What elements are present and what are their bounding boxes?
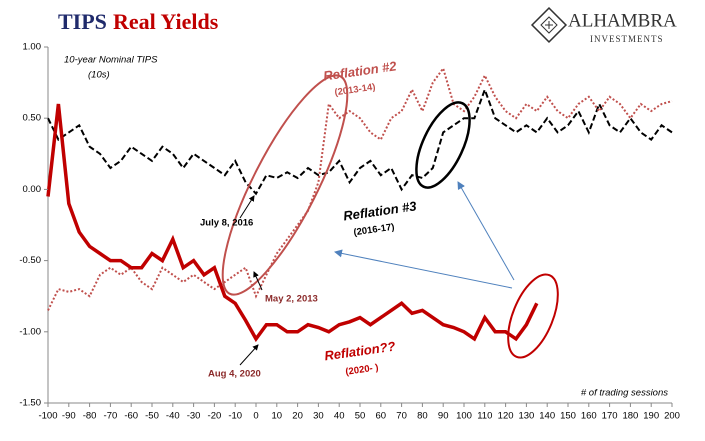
y-tick-label: 0.50 (23, 113, 42, 124)
annotation: Aug 4, 2020 (208, 369, 261, 380)
series-line (47, 66, 673, 311)
series-line (47, 86, 673, 196)
x-tick-label: 160 (581, 411, 597, 422)
x-tick-label: 80 (417, 411, 428, 422)
x-tick-label: -20 (208, 411, 222, 422)
annotation-name: Reflation #3 (342, 198, 418, 223)
annotation: 10-year Nominal TIPS (64, 55, 158, 66)
x-tick-label: 110 (477, 411, 492, 422)
x-tick-label: -60 (124, 411, 138, 422)
x-tick-label: 30 (313, 411, 324, 422)
x-tick-label: 180 (622, 411, 638, 422)
annotation-period: (2016-17) (353, 222, 395, 239)
x-tick-label: -10 (228, 411, 242, 422)
y-tick-label: 0.00 (23, 184, 42, 195)
logo-mark (540, 16, 558, 34)
annotation-name: Reflation #2 (322, 58, 398, 83)
arrow (334, 249, 513, 289)
logo-name: ALHAMBRA (568, 10, 677, 31)
x-tick-label: -70 (104, 411, 118, 422)
x-tick-label: -100 (38, 411, 57, 422)
title-tips: TIPS (58, 9, 107, 34)
arrow (239, 195, 255, 219)
x-tick-label: 190 (643, 411, 659, 422)
x-axis-label: # of trading sessions (581, 388, 668, 399)
x-tick-label: -40 (166, 411, 180, 422)
annotation-period: (2020- ) (345, 362, 379, 378)
series-line (46, 103, 539, 343)
arrow (253, 271, 263, 291)
x-tick-label: 10 (272, 411, 283, 422)
ellipse-2016 (415, 101, 471, 189)
logo: ALHAMBRA INVESTMENTS (530, 6, 677, 44)
x-tick-label: 0 (253, 411, 258, 422)
logo-sub: INVESTMENTS (590, 34, 664, 44)
x-tick-label: 90 (438, 411, 449, 422)
y-tick-label: -1.00 (19, 326, 41, 337)
x-tick-label: -80 (83, 411, 97, 422)
annotation: May 2, 2013 (265, 294, 318, 305)
x-tick-label: 70 (396, 411, 407, 422)
y-tick-label: 1.00 (23, 42, 42, 53)
annotation: (10s) (88, 70, 110, 81)
x-tick-label: 50 (355, 411, 366, 422)
x-tick-label: 130 (518, 411, 534, 422)
ellipse-2020 (507, 273, 559, 359)
x-tick-label: 100 (456, 411, 472, 422)
x-tick-label: 140 (539, 411, 555, 422)
x-tick-label: -90 (62, 411, 76, 422)
annotation-period: (2013-14) (334, 82, 376, 99)
x-tick-label: 120 (498, 411, 514, 422)
annotation-name: Reflation?? (323, 339, 396, 364)
ellipse-2013 (221, 74, 349, 296)
arrow (457, 181, 515, 281)
x-tick-label: 200 (664, 411, 680, 422)
y-tick-label: -0.50 (19, 255, 41, 266)
x-tick-label: 40 (334, 411, 345, 422)
title-main: Real Yields (113, 9, 219, 34)
x-tick-label: -30 (187, 411, 201, 422)
x-tick-label: 60 (376, 411, 387, 422)
x-tick-label: -50 (145, 411, 159, 422)
logo-diamond (530, 6, 568, 44)
annotation: July 8, 2016 (200, 218, 253, 229)
x-tick-label: 170 (602, 411, 618, 422)
x-tick-label: 150 (560, 411, 576, 422)
arrow (239, 344, 259, 366)
x-tick-label: 20 (292, 411, 303, 422)
y-tick-label: -1.50 (19, 398, 41, 409)
